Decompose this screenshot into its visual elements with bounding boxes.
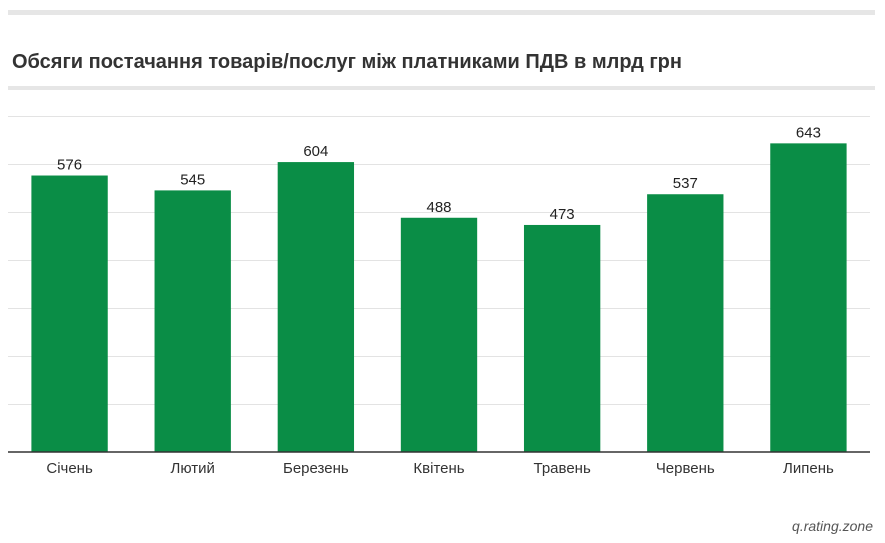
category-label: Квітень [413, 460, 464, 477]
bar-1 [31, 175, 108, 452]
category-labels: Січень Лютий Березень Квітень Травень Червень… [46, 460, 834, 477]
value-label: 545 [180, 171, 205, 188]
chart-title: Обсяги постачання товарів/послуг між пла… [12, 51, 682, 73]
title-divider [8, 86, 875, 90]
bar-chart: 576 545 604 488 473 537 643 Січень Лютий Березен… [8, 116, 870, 477]
value-label: 576 [57, 157, 82, 174]
category-label: Липень [783, 460, 834, 477]
bar-4 [400, 217, 478, 452]
watermark: q.rating.zone [792, 518, 873, 534]
category-label: Травень [534, 460, 591, 477]
value-labels: 576 545 604 488 473 537 643 [57, 124, 821, 223]
bars [31, 143, 847, 453]
bar-2 [154, 190, 231, 452]
value-label: 537 [673, 175, 698, 192]
value-label: 473 [550, 206, 575, 223]
bar-7 [770, 143, 847, 453]
top-divider [8, 10, 875, 15]
category-label: Лютий [171, 460, 215, 477]
bar-5 [523, 224, 601, 452]
category-label: Березень [283, 460, 349, 477]
bar-3 [277, 162, 355, 452]
value-label: 643 [796, 124, 821, 141]
value-label: 604 [303, 143, 328, 160]
value-label: 488 [426, 199, 451, 216]
category-label: Січень [46, 460, 93, 477]
bar-6 [647, 194, 724, 452]
category-label: Червень [656, 460, 715, 477]
